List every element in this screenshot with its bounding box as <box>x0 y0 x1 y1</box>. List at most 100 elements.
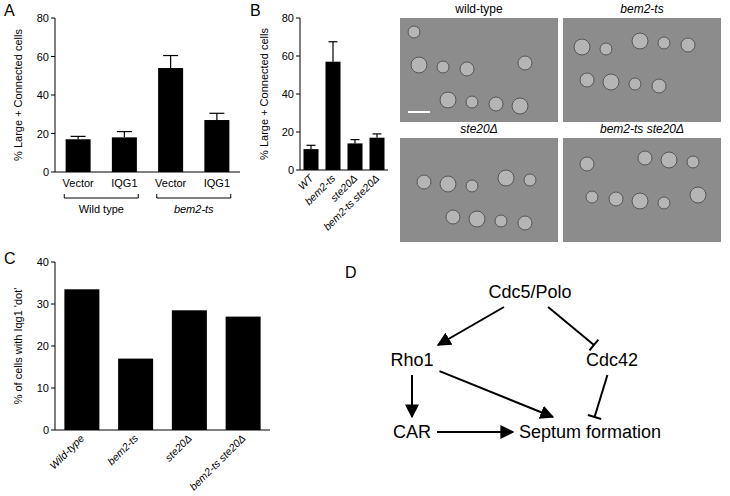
cell <box>437 61 449 73</box>
edge-line <box>548 307 594 345</box>
error-cap <box>117 131 132 132</box>
error-cap <box>71 136 86 137</box>
edge-inhibits <box>548 307 598 350</box>
cell <box>574 39 590 55</box>
micrograph-label: bem2-ts <box>620 2 663 16</box>
error-stem <box>170 56 171 69</box>
y-tick <box>51 430 55 431</box>
cell <box>658 197 670 209</box>
error-bar <box>329 42 338 62</box>
y-tick <box>51 346 55 347</box>
cell <box>524 174 536 186</box>
micrograph-label: ste20Δ <box>460 122 497 136</box>
panel-label: D <box>345 264 357 281</box>
error-cap <box>373 133 382 134</box>
plot-area <box>64 289 260 430</box>
error-bar <box>209 113 224 120</box>
x-tick-label: bem2-ts ste20Δ <box>321 172 382 233</box>
cell <box>466 96 478 108</box>
cell <box>580 73 594 87</box>
y-tick-label: 10 <box>37 382 49 394</box>
y-tick-label: 20 <box>37 128 49 140</box>
cell <box>629 78 641 90</box>
plot-area <box>66 56 230 172</box>
cell <box>687 156 699 168</box>
edge-activates <box>437 432 513 433</box>
y-axis-label: % Large + Connected cells <box>12 29 24 161</box>
cell <box>652 79 666 93</box>
y-tick <box>51 172 55 173</box>
y-tick <box>296 132 300 133</box>
micrograph <box>400 18 558 122</box>
panel-label: A <box>4 2 15 19</box>
y-tick <box>51 56 55 57</box>
cell <box>586 191 598 203</box>
bar <box>370 138 385 170</box>
edge-bar <box>589 340 598 351</box>
bar <box>304 149 319 170</box>
error-cap <box>209 113 224 114</box>
cell <box>469 211 485 227</box>
y-tick <box>51 262 55 263</box>
error-stem <box>332 42 333 62</box>
micrograph-label: bem2-ts ste20Δ <box>600 122 684 136</box>
cell <box>440 176 456 192</box>
micrograph <box>563 18 721 122</box>
micrograph <box>563 138 721 242</box>
bar <box>64 289 99 430</box>
cell <box>580 157 594 171</box>
bar <box>226 317 261 430</box>
edge-activates <box>412 375 413 417</box>
panel-label: C <box>4 250 16 267</box>
cell <box>408 26 420 38</box>
edge-line <box>437 431 513 433</box>
node-label: CAR <box>393 422 431 442</box>
node-label: Septum formation <box>519 422 661 442</box>
node-label: Rho1 <box>390 350 433 370</box>
edge-bar <box>588 415 601 419</box>
error-cap <box>163 55 178 56</box>
y-tick-label: 60 <box>282 50 294 62</box>
group-label: Wild type <box>79 203 124 215</box>
y-tick-label: 0 <box>43 166 49 178</box>
micrograph <box>400 138 558 242</box>
cell <box>658 37 670 49</box>
scale-bar <box>408 111 430 113</box>
error-stem <box>124 132 125 138</box>
error-bar <box>351 140 360 144</box>
edge-inhibits <box>588 375 608 419</box>
figure: A 0 20 40 60 80 % Large + Connected cells Vecto… <box>0 0 730 496</box>
cell <box>603 74 619 90</box>
micrograph-label: wild-type <box>454 2 503 16</box>
bar <box>348 143 363 170</box>
bar <box>112 137 137 172</box>
error-bar <box>117 132 132 138</box>
bar <box>66 139 91 172</box>
cell <box>518 216 532 230</box>
y-tick <box>296 18 300 19</box>
y-tick-label: 30 <box>37 298 49 310</box>
error-bar <box>163 56 178 69</box>
edge-line <box>595 375 608 417</box>
y-tick-label: 20 <box>37 340 49 352</box>
cell <box>512 98 528 114</box>
y-tick-label: 40 <box>37 256 49 268</box>
x-tick-label: IQG1 <box>111 177 137 189</box>
bar <box>326 62 341 170</box>
x-tick-label: Vector <box>63 177 95 189</box>
y-axis-label: % of cells with Iqg1 'dot' <box>12 288 24 405</box>
cell <box>681 38 695 52</box>
y-tick-label: 80 <box>37 12 49 24</box>
cell <box>609 192 623 206</box>
group-bracket <box>64 194 138 198</box>
x-tick-label: Wild-type <box>47 432 86 471</box>
cell <box>498 170 514 186</box>
cell <box>446 210 460 224</box>
error-stem <box>216 113 217 120</box>
edge-activates <box>438 307 504 345</box>
edge-line <box>411 375 413 417</box>
error-cap <box>307 145 316 146</box>
node-label: Cdc5/Polo <box>488 282 571 302</box>
y-tick <box>51 304 55 305</box>
error-cap <box>329 41 338 42</box>
